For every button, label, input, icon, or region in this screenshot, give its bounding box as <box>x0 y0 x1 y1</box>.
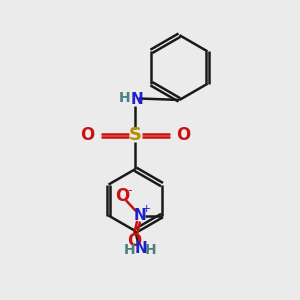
Text: N: N <box>135 241 148 256</box>
Text: O: O <box>115 188 129 206</box>
Text: H: H <box>124 243 136 257</box>
Text: O: O <box>176 126 191 144</box>
Text: +: + <box>142 204 151 214</box>
Text: N: N <box>130 92 143 107</box>
Text: O: O <box>127 232 141 250</box>
Text: H: H <box>119 91 131 105</box>
Text: -: - <box>128 184 132 197</box>
Text: H: H <box>145 243 156 257</box>
Text: N: N <box>134 208 146 223</box>
Text: S: S <box>129 126 142 144</box>
Text: O: O <box>80 126 94 144</box>
